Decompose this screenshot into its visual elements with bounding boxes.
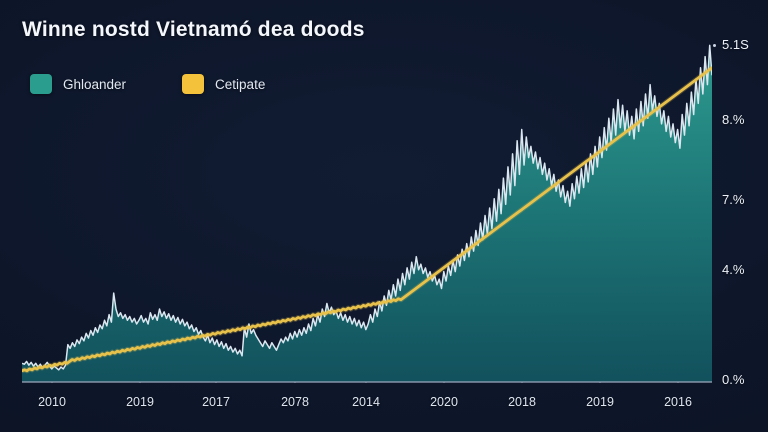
y-axis-top-dot — [713, 44, 716, 47]
series-cetipate-line — [22, 65, 712, 374]
y-tick-label-1: 8.% — [722, 112, 745, 127]
legend-swatch-teal — [30, 74, 52, 94]
page-title: Winne nostd Vietnamó dea doods — [22, 18, 365, 41]
x-tick-label-2: 2017 — [202, 395, 230, 409]
legend-label-cetipate: Cetipate — [215, 76, 266, 92]
x-tick-label-1: 2019 — [126, 395, 154, 409]
x-axis-ticks — [51, 382, 679, 383]
x-tick-label-5: 2020 — [430, 395, 458, 409]
series-ghloander-area — [22, 45, 712, 382]
y-tick-label-4: 0.% — [722, 372, 745, 387]
series-ghloander-line — [22, 44, 712, 371]
x-tick-label-8: 2016 — [664, 395, 692, 409]
legend-item-cetipate[interactable]: Cetipate — [182, 74, 265, 94]
x-axis: 2010 2019 2017 2078 2014 2020 2018 2019 2016 — [0, 395, 768, 419]
y-tick-label-0: 5.1S — [722, 37, 749, 52]
x-tick-label-6: 2018 — [508, 395, 536, 409]
chart-legend: Ghloander Cetipate — [30, 74, 265, 94]
y-tick-label-3: 4.% — [722, 262, 745, 277]
x-tick-label-7: 2019 — [586, 395, 614, 409]
x-tick-label-0: 2010 — [38, 395, 66, 409]
y-tick-label-2: 7.% — [722, 192, 745, 207]
legend-label-ghloander: Ghloander — [63, 76, 127, 92]
legend-item-ghloander[interactable]: Ghloander — [30, 74, 126, 94]
plot-area — [22, 30, 712, 383]
legend-swatch-yellow — [182, 74, 205, 94]
y-axis: 5.1S 8.% 7.% 4.% 0.% — [713, 0, 768, 432]
x-tick-label-4: 2014 — [352, 395, 380, 409]
chart-canvas — [22, 44, 712, 383]
x-tick-label-3: 2078 — [281, 395, 309, 409]
